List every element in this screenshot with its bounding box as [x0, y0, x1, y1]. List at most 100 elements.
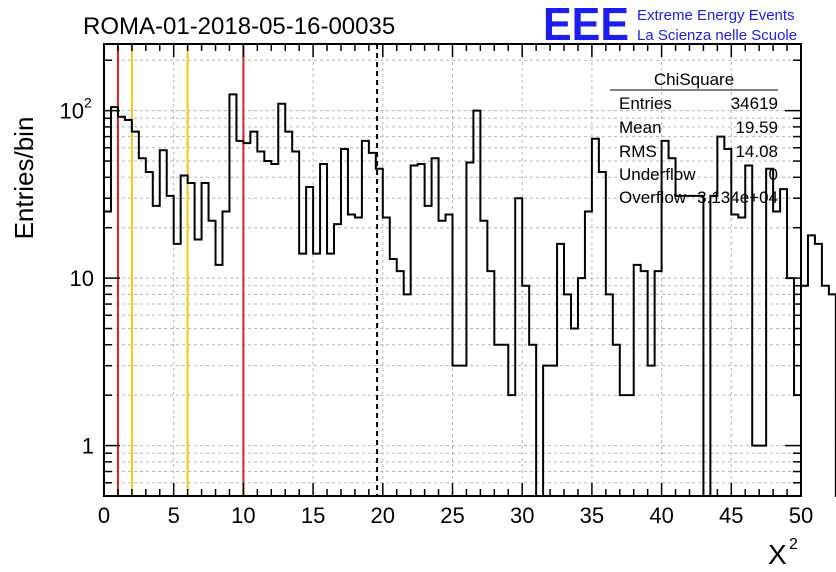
y-tick-label: 1 [82, 434, 94, 459]
histogram-bin [355, 218, 362, 496]
stats-value: 0 [769, 165, 778, 184]
histogram-bin [773, 211, 780, 496]
histogram-bin [243, 143, 250, 496]
histogram-bin [188, 183, 195, 496]
histogram-bin [146, 172, 153, 496]
histogram-bin [446, 214, 453, 496]
histogram-bin [174, 244, 181, 496]
y-axis-label: Entries/bin [9, 117, 39, 240]
histogram-bin [752, 446, 759, 496]
x-tick-label: 25 [440, 503, 464, 528]
histogram-bin [585, 211, 592, 496]
histogram-bin [418, 164, 425, 496]
histogram-bin [425, 206, 432, 496]
histogram-bin [508, 395, 515, 496]
histogram-bin [369, 153, 376, 496]
histogram-bin [710, 196, 717, 496]
x-tick-label: 5 [168, 503, 180, 528]
histogram-bin [529, 345, 536, 496]
histogram-bin [606, 294, 613, 496]
histogram-bin [348, 214, 355, 496]
x-tick-label: 20 [371, 503, 395, 528]
histogram-bin [487, 271, 494, 496]
histogram-bin [466, 163, 473, 496]
histogram-bin [118, 117, 125, 496]
histogram-bin [313, 254, 320, 496]
stats-value: 19.59 [735, 118, 778, 137]
histogram-bin [209, 221, 216, 496]
eee-logo-mark: EEE [543, 0, 629, 50]
histogram-bin [599, 172, 606, 496]
histogram-bin [634, 265, 641, 496]
x-tick-label: 30 [510, 503, 534, 528]
histogram-bin [404, 294, 411, 496]
histogram-bin [655, 271, 662, 496]
histogram-bins [104, 93, 836, 497]
histogram-bin [801, 286, 808, 496]
y-tick-label: 10 [70, 266, 94, 291]
stats-row: Entries 34619 [619, 94, 778, 113]
histogram-bin [696, 196, 703, 496]
stats-label: Underflow [619, 165, 696, 184]
histogram-bin [236, 141, 243, 496]
x-tick-label: 50 [789, 503, 813, 528]
x-axis-ticks: 0 5 10 15 20 25 30 35 40 45 50 [98, 44, 813, 528]
histogram-bin [676, 196, 683, 496]
histogram-bin [376, 169, 383, 496]
histogram-bin [459, 366, 466, 496]
histogram-bin [383, 218, 390, 496]
histogram-bin [411, 166, 418, 496]
stats-row: Mean 19.59 [619, 118, 778, 137]
histogram-bin [222, 211, 229, 496]
histogram-bin [278, 104, 285, 496]
histogram-bin [473, 111, 480, 496]
stats-row: Underflow 0 [619, 165, 778, 184]
histogram-bin [780, 189, 787, 496]
histogram-bin [195, 240, 202, 496]
histogram-bin [613, 345, 620, 496]
histogram-bin [683, 196, 690, 496]
histogram-bin [397, 271, 404, 496]
histogram-bin [216, 265, 223, 496]
histogram-bin [285, 132, 292, 496]
histogram-bin [271, 164, 278, 496]
stats-label: Mean [619, 118, 662, 137]
histogram-bin [250, 132, 257, 496]
histogram-bin [229, 94, 236, 496]
histogram-bin [787, 278, 794, 496]
histogram-bin [341, 149, 348, 496]
x-tick-label: 45 [719, 503, 743, 528]
stats-label: Overflow [619, 188, 687, 207]
histogram-bin [648, 366, 655, 496]
x-axis-label: X 2 [768, 536, 798, 570]
eee-logo-line1: Extreme Energy Events [637, 7, 795, 24]
histogram-bin [439, 221, 446, 496]
y-tick-label: 10 [60, 99, 84, 124]
histogram-bin [334, 224, 341, 496]
x-tick-label: 10 [231, 503, 255, 528]
histogram-bin [306, 187, 313, 496]
histogram-bin [689, 196, 696, 496]
histogram-bin [299, 254, 306, 496]
stats-row: Overflow 3.134e+04 [619, 188, 778, 207]
histogram-bin [745, 166, 752, 496]
x-tick-label: 35 [580, 503, 604, 528]
x-tick-label: 0 [98, 503, 110, 528]
stats-value: 34619 [731, 94, 778, 113]
histogram-bin [480, 221, 487, 496]
histogram-bin [766, 169, 773, 496]
histogram-bin [132, 132, 139, 496]
stats-box-title: ChiSquare [654, 70, 734, 89]
stats-value: 14.08 [735, 142, 778, 161]
histogram-bin [111, 107, 118, 496]
histogram-bin [432, 158, 439, 496]
histogram-bin [494, 345, 501, 496]
histogram-bin [160, 150, 167, 496]
histogram-outline [104, 93, 836, 497]
stats-label: Entries [619, 94, 672, 113]
histogram-bin [202, 183, 209, 496]
histogram-bin [320, 164, 327, 496]
histogram-bin [453, 366, 460, 496]
